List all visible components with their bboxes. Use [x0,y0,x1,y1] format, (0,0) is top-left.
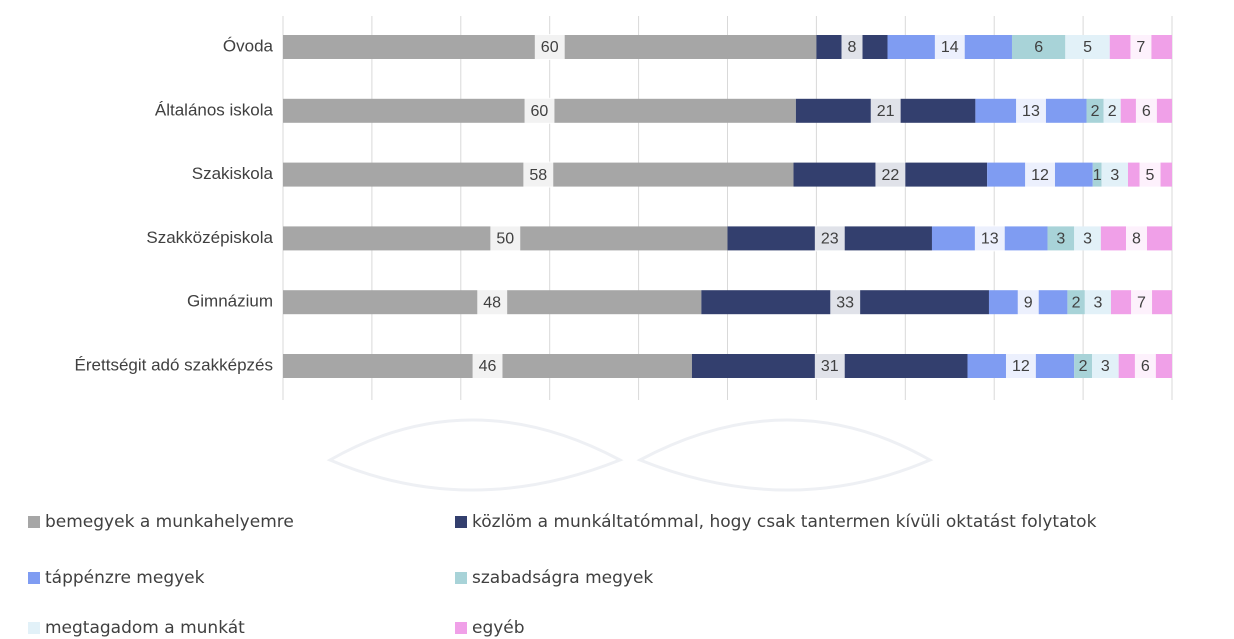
data-label: 22 [881,167,899,184]
data-label: 2 [1108,103,1117,120]
legend-swatch [28,516,40,528]
data-label-bg [477,289,508,316]
data-label-bg [1125,225,1147,252]
bar-segment [1086,98,1104,123]
data-label: 3 [1056,231,1065,248]
bar-segment [1065,35,1110,59]
data-label: 46 [479,358,497,375]
data-label: 6 [1034,39,1043,56]
y-tick-label: Óvoda [223,36,274,55]
legend-swatch [455,516,467,528]
bar-segment [1091,354,1119,378]
data-label-bg [841,34,863,60]
data-label: 13 [1022,103,1040,120]
data-label: 50 [496,231,514,248]
data-label-bg [1016,97,1046,124]
data-label: 13 [981,231,999,248]
data-label: 7 [1137,294,1146,311]
bar-segment [1084,290,1111,315]
bar-segment [1101,162,1128,187]
data-label: 9 [1024,294,1033,311]
y-tick-label: Általános iskola [155,100,274,119]
data-label: 12 [1012,358,1030,375]
data-label: 5 [1146,167,1155,184]
legend-label: táppénzre megyek [45,568,205,588]
data-label: 1 [1093,167,1102,184]
data-label: 8 [1132,231,1141,248]
data-label-bg [523,161,554,188]
data-label: 2 [1072,294,1081,311]
data-label: 8 [848,39,857,56]
bar-segment [1074,354,1092,378]
data-label-bg [830,289,861,316]
legend-label: bemegyek a munkahelyemre [45,512,294,532]
data-label-bg [1135,97,1157,124]
data-label: 31 [821,358,839,375]
data-label: 58 [529,167,547,184]
y-tick-label: Érettségit adó szakképzés [75,355,273,374]
legend-label: szabadságra megyek [472,568,653,588]
legend-label: megtagadom a munkát [45,618,245,638]
data-label: 3 [1093,294,1102,311]
data-label: 14 [941,39,959,56]
data-label: 23 [821,231,839,248]
data-label-bg [472,353,503,379]
bar-segment [1067,290,1085,315]
bar-segment [1103,98,1121,123]
data-label-bg [534,34,565,60]
data-label: 60 [541,39,559,56]
legend-label: egyéb [472,618,525,638]
bar-segment [1074,226,1101,251]
data-label: 5 [1083,39,1092,56]
grid [282,16,1173,400]
data-label-bg [1130,34,1152,60]
bar-segment [1011,35,1066,59]
data-label: 48 [483,294,501,311]
data-label-bg [1017,289,1039,316]
legend-swatch [28,572,40,584]
data-label-bg [870,97,901,124]
data-label: 7 [1136,39,1145,56]
data-label: 3 [1101,358,1110,375]
data-label-bg [974,225,1005,252]
data-label-bg [814,225,845,252]
legend-label: közlöm a munkáltatómmal, hogy csak tante… [472,512,1097,532]
data-label-bg [934,34,965,60]
data-label-bg [490,225,521,252]
data-label: 6 [1142,103,1151,120]
y-tick-label: Gimnázium [187,292,273,311]
data-label-bg [1139,161,1161,188]
data-label-bg [1005,353,1036,379]
data-label: 21 [877,103,895,120]
data-label-bg [1025,161,1055,188]
data-label-bg [814,353,845,379]
bar-segment [1092,162,1102,187]
watermark [326,418,934,492]
data-label: 60 [531,103,549,120]
data-label: 12 [1031,167,1049,184]
legend-swatch [455,572,467,584]
data-label-bg [875,161,906,188]
data-label-bg [1134,353,1156,379]
legend-swatch [455,622,467,634]
data-label-bg [1131,289,1153,316]
legend-swatch [28,622,40,634]
y-tick-label: Szakközépiskola [146,228,273,247]
data-label: 6 [1141,358,1150,375]
y-tick-label: Szakiskola [192,164,274,183]
bar-segment [1047,226,1075,251]
data-label: 2 [1091,103,1100,120]
data-label: 3 [1083,231,1092,248]
data-label: 33 [836,294,854,311]
data-label: 3 [1110,167,1119,184]
data-label: 2 [1079,358,1088,375]
data-label-bg [524,97,555,124]
